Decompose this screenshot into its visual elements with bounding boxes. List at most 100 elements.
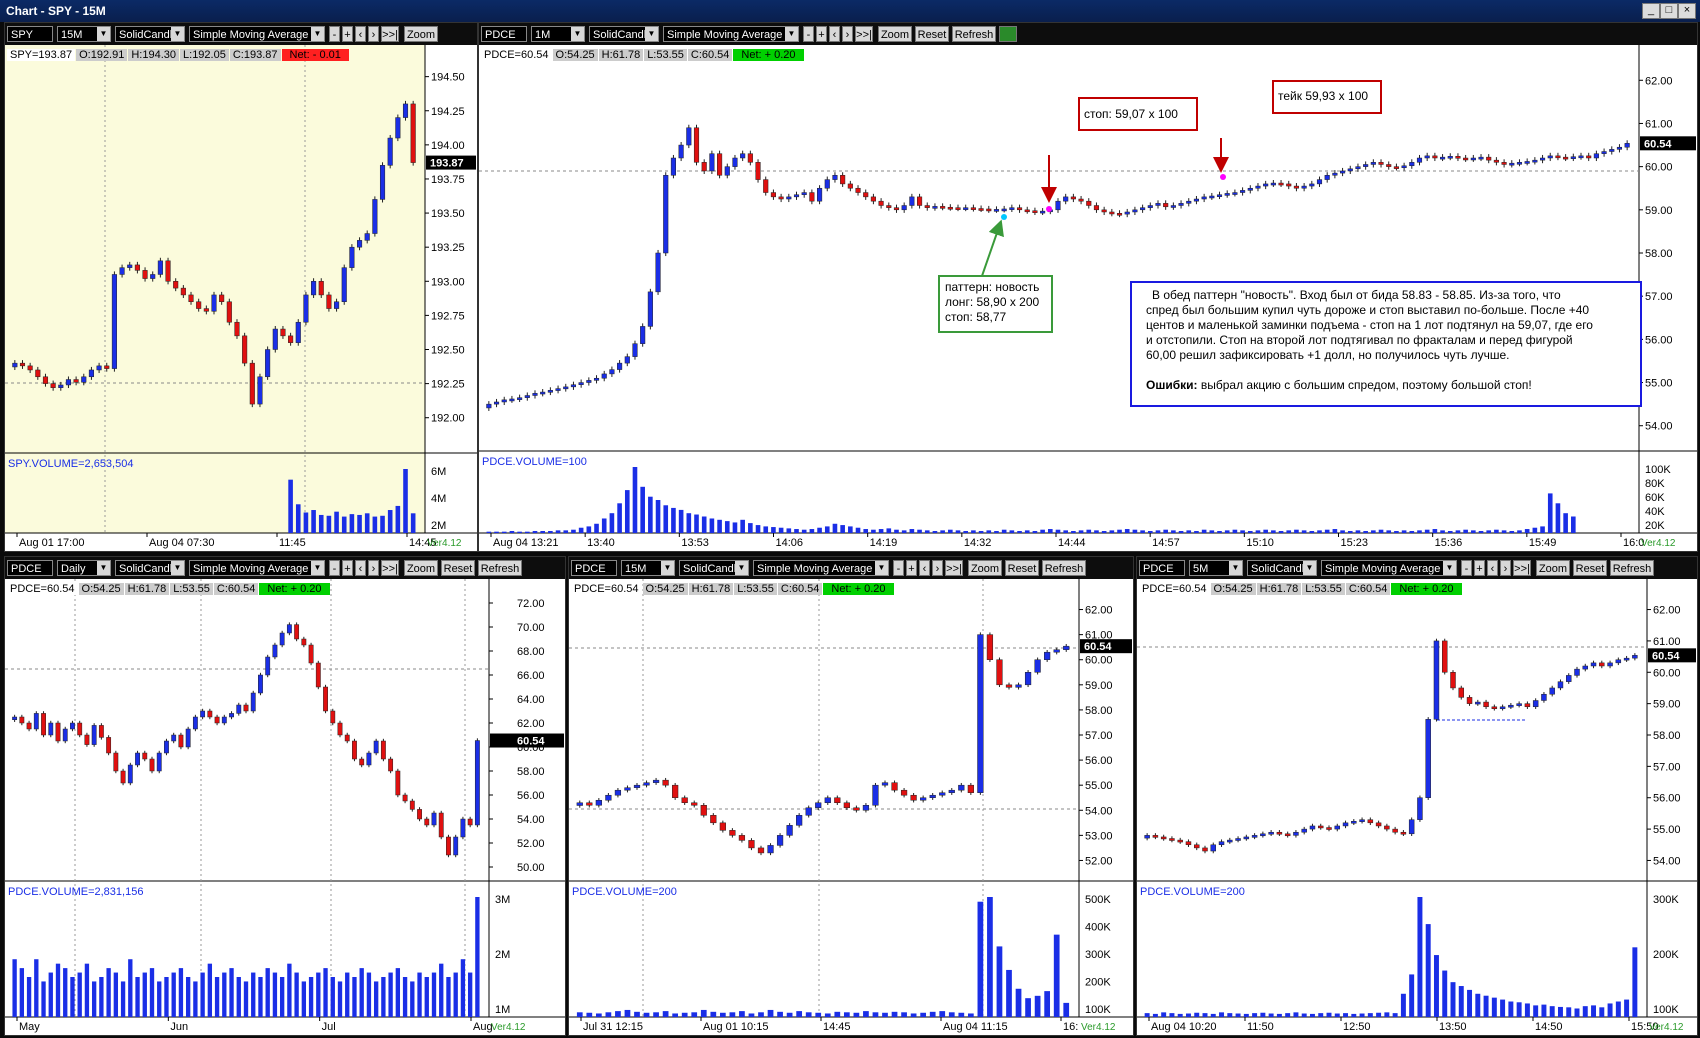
reset-button[interactable]: Reset bbox=[915, 26, 949, 42]
refresh-button[interactable]: Refresh bbox=[478, 560, 522, 576]
candle bbox=[1623, 655, 1630, 662]
scroll-right-button[interactable]: › bbox=[368, 26, 379, 42]
scroll-end-button[interactable]: >>| bbox=[381, 26, 399, 42]
volume-bar bbox=[940, 530, 945, 533]
indicator-select[interactable]: Simple Moving Average ▼ bbox=[189, 560, 325, 576]
chart-style-select[interactable]: SolidCandle ▼ bbox=[115, 26, 185, 42]
maximize-button[interactable]: □ bbox=[1660, 3, 1678, 19]
candle bbox=[211, 291, 217, 315]
symbol-input[interactable]: PDCE bbox=[7, 560, 53, 576]
chart-panel-spy-15m[interactable]: SPY 15M ▼ SolidCandle ▼ Simple Moving Average… bbox=[4, 22, 478, 552]
indicator-select[interactable]: Simple Moving Average ▼ bbox=[1321, 560, 1457, 576]
chevron-down-icon[interactable]: ▼ bbox=[735, 561, 748, 575]
chevron-down-icon[interactable]: ▼ bbox=[875, 561, 888, 575]
symbol-input[interactable]: SPY bbox=[7, 26, 53, 42]
indicator-select[interactable]: Simple Moving Average ▼ bbox=[753, 560, 889, 576]
scroll-left-button[interactable]: ‹ bbox=[355, 26, 366, 42]
volume-bar bbox=[778, 527, 784, 533]
volume-bar bbox=[352, 977, 357, 1017]
chart-panel-pdce-daily[interactable]: PDCE Daily ▼ SolidCandle ▼ Simple Moving Aver… bbox=[4, 556, 566, 1036]
reset-button[interactable]: Reset bbox=[1005, 560, 1039, 576]
chevron-down-icon[interactable]: ▼ bbox=[171, 561, 184, 575]
zoom-button[interactable]: Zoom bbox=[878, 26, 912, 42]
zoom-in-button[interactable]: + bbox=[906, 560, 917, 576]
refresh-button[interactable]: Refresh bbox=[1042, 560, 1086, 576]
scroll-right-button[interactable]: › bbox=[1500, 560, 1511, 576]
chart-panel-pdce-15m[interactable]: PDCE 15M ▼ SolidCandle ▼ Simple Moving Averag… bbox=[568, 556, 1134, 1036]
scroll-end-button[interactable]: >>| bbox=[1513, 560, 1531, 576]
refresh-button[interactable]: Refresh bbox=[1610, 560, 1654, 576]
chart-canvas[interactable]: 62.00 61.00 60.00 59.00 58.00 57.00 56.00 55.00… bbox=[569, 579, 1133, 1035]
candle bbox=[493, 398, 500, 408]
scroll-left-button[interactable]: ‹ bbox=[919, 560, 930, 576]
candle bbox=[26, 720, 32, 732]
scroll-end-button[interactable]: >>| bbox=[381, 560, 399, 576]
reset-button[interactable]: Reset bbox=[441, 560, 475, 576]
zoom-out-button[interactable]: - bbox=[329, 26, 340, 42]
scroll-left-button[interactable]: ‹ bbox=[355, 560, 366, 576]
chevron-down-icon[interactable]: ▼ bbox=[1229, 561, 1242, 575]
chevron-down-icon[interactable]: ▼ bbox=[645, 27, 658, 41]
chart-style-select[interactable]: SolidCandle ▼ bbox=[115, 560, 185, 576]
interval-select[interactable]: 1M ▼ bbox=[531, 26, 585, 42]
chevron-down-icon[interactable]: ▼ bbox=[97, 561, 110, 575]
volume-tick-label: 1M bbox=[495, 1004, 510, 1016]
zoom-out-button[interactable]: - bbox=[893, 560, 904, 576]
zoom-out-button[interactable]: - bbox=[329, 560, 340, 576]
interval-select[interactable]: 15M ▼ bbox=[621, 560, 675, 576]
scroll-right-button[interactable]: › bbox=[842, 26, 853, 42]
chevron-down-icon[interactable]: ▼ bbox=[571, 27, 584, 41]
candle bbox=[1001, 205, 1007, 213]
symbol-input[interactable]: PDCE bbox=[571, 560, 617, 576]
scroll-end-button[interactable]: >>| bbox=[855, 26, 873, 42]
zoom-button[interactable]: Zoom bbox=[1536, 560, 1570, 576]
close-button[interactable]: × bbox=[1678, 3, 1696, 19]
last-price-label: 60.54 bbox=[1644, 138, 1672, 150]
settings-icon[interactable] bbox=[999, 26, 1017, 42]
zoom-button[interactable]: Zoom bbox=[404, 560, 438, 576]
chart-style-select[interactable]: SolidCandle ▼ bbox=[679, 560, 749, 576]
scroll-right-button[interactable]: › bbox=[368, 560, 379, 576]
zoom-in-button[interactable]: + bbox=[342, 26, 353, 42]
zoom-in-button[interactable]: + bbox=[1474, 560, 1485, 576]
chevron-down-icon[interactable]: ▼ bbox=[661, 561, 674, 575]
chart-canvas[interactable]: 194.50 194.25 194.00 193.75 193.50 193.25 193.… bbox=[5, 45, 477, 551]
chart-style-select[interactable]: SolidCandle ▼ bbox=[589, 26, 659, 42]
interval-select[interactable]: 5M ▼ bbox=[1189, 560, 1243, 576]
chevron-down-icon[interactable]: ▼ bbox=[311, 561, 324, 575]
chart-canvas[interactable]: 72.0070.0068.0066.0064.0062.0060.0058.00… bbox=[5, 579, 565, 1035]
minimize-button[interactable]: _ bbox=[1642, 3, 1660, 19]
candle bbox=[65, 376, 72, 389]
zoom-out-button[interactable]: - bbox=[1461, 560, 1472, 576]
chevron-down-icon[interactable]: ▼ bbox=[97, 27, 110, 41]
chevron-down-icon[interactable]: ▼ bbox=[171, 27, 184, 41]
volume-bar bbox=[200, 972, 205, 1017]
reset-button[interactable]: Reset bbox=[1573, 560, 1607, 576]
indicator-select[interactable]: Simple Moving Average ▼ bbox=[663, 26, 799, 42]
symbol-input[interactable]: PDCE bbox=[481, 26, 527, 42]
chevron-down-icon[interactable]: ▼ bbox=[1443, 561, 1456, 575]
zoom-button[interactable]: Zoom bbox=[404, 26, 438, 42]
interval-select[interactable]: 15M ▼ bbox=[57, 26, 111, 42]
chart-panel-pdce-5m[interactable]: PDCE 5M ▼ SolidCandle ▼ Simple Moving Average… bbox=[1136, 556, 1698, 1036]
scroll-left-button[interactable]: ‹ bbox=[829, 26, 840, 42]
interval-select[interactable]: Daily ▼ bbox=[57, 560, 111, 576]
scroll-right-button[interactable]: › bbox=[932, 560, 943, 576]
zoom-in-button[interactable]: + bbox=[816, 26, 827, 42]
scroll-left-button[interactable]: ‹ bbox=[1487, 560, 1498, 576]
chevron-down-icon[interactable]: ▼ bbox=[785, 27, 798, 41]
zoom-button[interactable]: Zoom bbox=[968, 560, 1002, 576]
quote-l: L:53.55 bbox=[170, 583, 213, 595]
chevron-down-icon[interactable]: ▼ bbox=[1303, 561, 1316, 575]
symbol-input[interactable]: PDCE bbox=[1139, 560, 1185, 576]
zoom-out-button[interactable]: - bbox=[803, 26, 814, 42]
scroll-end-button[interactable]: >>| bbox=[945, 560, 963, 576]
candle bbox=[576, 800, 583, 808]
candle bbox=[847, 180, 853, 192]
zoom-in-button[interactable]: + bbox=[342, 560, 353, 576]
refresh-button[interactable]: Refresh bbox=[952, 26, 996, 42]
chart-style-select[interactable]: SolidCandle ▼ bbox=[1247, 560, 1317, 576]
indicator-select[interactable]: Simple Moving Average ▼ bbox=[189, 26, 325, 42]
chart-canvas[interactable]: 62.00 61.00 60.00 59.00 58.00 57.00 56.00 55.00… bbox=[1137, 579, 1697, 1035]
chevron-down-icon[interactable]: ▼ bbox=[311, 27, 324, 41]
